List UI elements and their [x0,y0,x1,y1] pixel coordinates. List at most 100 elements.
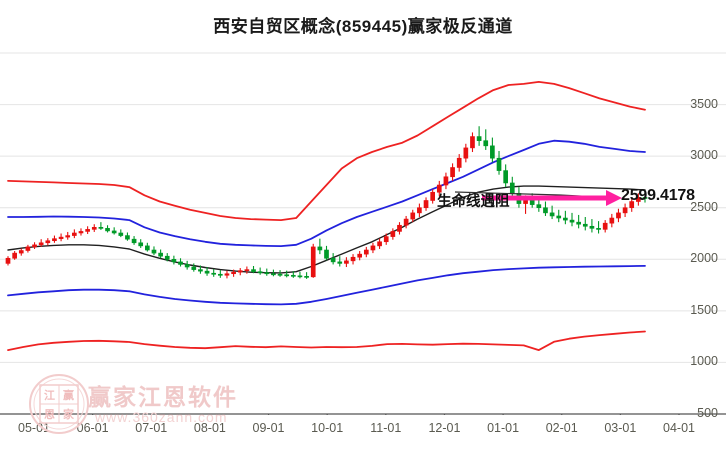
candle-body [344,260,349,264]
candle-body [357,253,363,258]
candle-body [118,232,124,236]
candle-body [164,255,170,260]
candle-body [224,273,230,276]
candle-body [490,145,495,159]
candle-body [503,170,508,184]
candle-body [390,231,396,237]
candle-body [277,273,283,276]
candle-body [463,147,469,159]
candle-body [32,244,37,248]
candle-body [204,270,210,274]
y-axis-label: 2500 [690,199,718,214]
candle-body [284,274,290,277]
price-callout-label: 2599.4178 [621,187,695,204]
candle-body [5,257,11,264]
candle-body [237,270,243,273]
y-axis-label: 1500 [690,302,718,317]
candle-body [543,207,548,214]
candle-body [582,223,588,227]
candle-body [589,225,595,229]
candle-body [549,212,555,217]
y-axis-label: 2000 [690,251,718,266]
candle-body [642,197,648,199]
candle-body [370,245,376,251]
x-axis-label: 10-01 [311,421,344,435]
x-axis-label: 05-01 [18,421,50,435]
chart-canvas [0,52,726,415]
x-axis-label: 03-01 [604,421,637,435]
x-axis-label: 12-01 [428,421,461,435]
watermark-url: www.360zann.com [95,409,228,425]
candle-body [271,273,276,276]
candle-body [377,241,382,247]
candle-body [257,271,263,274]
candle-body [38,242,44,246]
candle-body [91,227,97,230]
seal-char-1: 江 [44,389,55,402]
x-axis-label: 02-01 [545,421,578,435]
candle-body [363,249,369,255]
x-axis-label: 08-01 [193,421,226,435]
x-axis-label: 01-01 [487,421,520,435]
candle-body [12,252,17,259]
candle-body [217,273,223,276]
candle-body [470,136,475,149]
candle-body [496,157,502,171]
candle-body [423,200,429,209]
candle-body [616,212,621,219]
series-line [7,330,646,352]
candle-body [198,269,203,272]
candle-body [18,250,24,254]
candle-body [105,228,110,232]
candle-body [450,167,455,178]
candle-body [317,246,323,251]
candle-body [111,230,117,234]
candle-body [78,231,84,234]
candle-body [536,204,542,209]
candle-body [184,264,190,268]
candle-body [350,256,356,262]
y-axis-label: 3000 [690,148,718,163]
candle-body [596,228,601,230]
candle-body [151,249,157,254]
x-axis-label: 04-01 [663,421,695,435]
seal-char-4: 家 [63,408,74,421]
candle-body [211,272,217,275]
candle-body [563,217,568,221]
x-axis-label: 06-01 [76,421,109,435]
annotation-life-line-resistance: 生命线遇阻 [437,194,510,210]
candle-body [72,232,77,236]
x-axis-label: 11-01 [370,421,402,435]
y-axis-label: 500 [697,406,718,420]
candle-body [158,252,163,257]
annotation-arrow-head [606,190,622,206]
candle-body [85,229,90,232]
candle-body [191,266,197,270]
chart-plot-area[interactable] [0,45,726,415]
candle-body [629,201,635,209]
candle-body [125,235,130,240]
candle-body [410,212,416,220]
candle-body [297,275,303,278]
candle-body [65,235,71,238]
candle-body [98,227,104,229]
candle-body [251,269,256,272]
page-title: 西安自贸区概念(859445)赢家极反通道 [213,17,513,36]
candle-body [304,276,309,278]
candle-body [456,157,462,168]
candle-body [443,176,449,186]
candle-body [569,219,575,223]
series-line [7,264,646,306]
candle-body [310,246,316,278]
candle-body [476,136,482,141]
candle-body [430,191,436,201]
candle-body [436,184,442,193]
candle-body [636,197,641,202]
candle-body [25,246,31,251]
candle-body [131,238,137,244]
candle-body [622,207,628,214]
candle-body [397,224,402,232]
candle-body [178,261,183,265]
candle-body [138,242,144,247]
candle-body [171,258,177,263]
